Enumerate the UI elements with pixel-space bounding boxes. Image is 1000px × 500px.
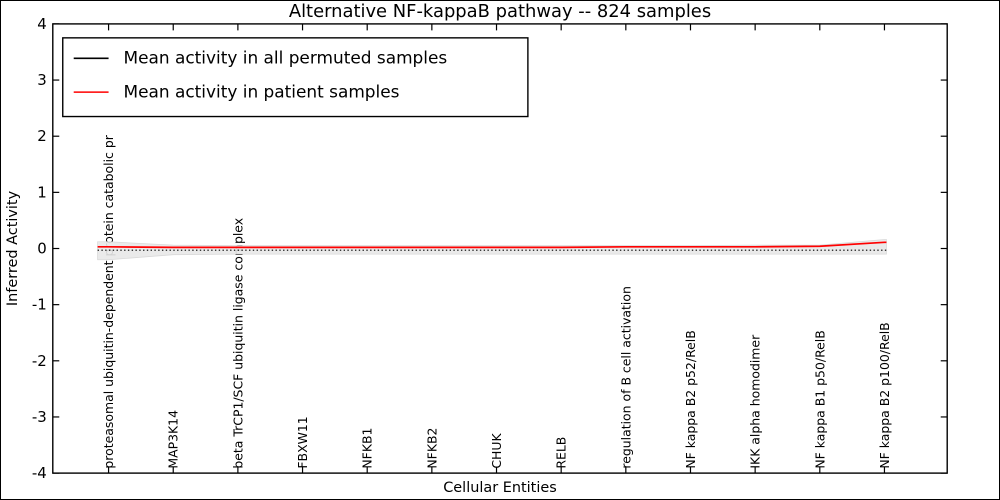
- series-line-patient: [97, 241, 887, 249]
- y-tick-label: 3: [37, 71, 47, 89]
- y-tick-label: 1: [37, 183, 47, 201]
- x-category-label: RELB: [554, 437, 569, 469]
- x-category-label: CHUK: [489, 432, 504, 468]
- x-category-label: NF kappa B2 p52/RelB: [683, 330, 698, 468]
- x-category-label: IKK alpha homodimer: [748, 334, 763, 469]
- x-category-label: NFKB1: [360, 428, 375, 469]
- y-tick-label: -1: [32, 296, 47, 314]
- y-tick-label: 2: [37, 127, 47, 145]
- x-category-label: MAP3K14: [166, 410, 181, 469]
- x-axis-label: Cellular Entities: [443, 480, 557, 496]
- legend-label-permuted: Mean activity in all permuted samples: [124, 48, 448, 68]
- y-tick-label: -3: [32, 408, 47, 426]
- legend-box: [62, 37, 529, 118]
- plot-area: proteasomal ubiquitin-dependent protein …: [32, 15, 948, 482]
- x-category-label: proteasomal ubiquitin-dependent protein …: [101, 134, 116, 468]
- x-category-label: FBXW11: [295, 416, 310, 468]
- x-category-label: NF kappa B1 p50/RelB: [812, 330, 827, 468]
- x-category-label: NF kappa B2 p100/RelB: [877, 322, 892, 468]
- y-tick-label: -2: [32, 352, 47, 370]
- y-tick-label: -4: [32, 464, 47, 482]
- legend-label-patient: Mean activity in patient samples: [124, 82, 400, 102]
- y-axis-label: Inferred Activity: [5, 190, 21, 306]
- x-category-label: beta TrCP1/SCF ubiquitin ligase complex: [230, 218, 245, 469]
- chart-title: Alternative NF-kappaB pathway -- 824 sam…: [289, 1, 711, 22]
- legend: Mean activity in all permuted samples Me…: [62, 37, 529, 118]
- x-category-label: regulation of B cell activation: [618, 286, 633, 469]
- x-category-label: NFKB2: [424, 428, 439, 469]
- y-tick-label: 4: [37, 15, 47, 33]
- y-tick-label: 0: [37, 239, 47, 257]
